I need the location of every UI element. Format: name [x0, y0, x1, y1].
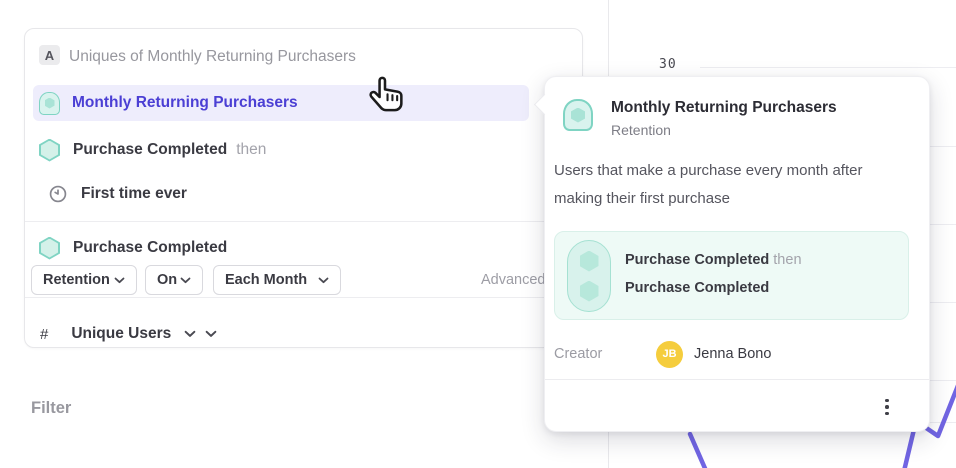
count-symbol: # — [40, 325, 49, 343]
hand-cursor-icon — [366, 74, 408, 121]
saved-behavior-icon — [563, 99, 593, 131]
chevron-down-icon — [114, 277, 125, 284]
first-time-row[interactable]: First time ever — [49, 179, 187, 209]
event-label: Purchase Completed — [73, 141, 228, 158]
event-hexagon-icon — [39, 138, 60, 162]
filter-section-title: Filter — [31, 399, 72, 417]
hexagon-glyph — [579, 280, 599, 302]
behavior-description: Users that make a purchase every month a… — [554, 162, 863, 207]
clock-icon — [49, 185, 67, 203]
y-axis-tick-label: 30 — [659, 57, 677, 72]
selected-behavior-row[interactable]: Monthly Returning Purchasers — [33, 85, 529, 121]
popover-header: Monthly Returning Purchasers Retention — [563, 99, 837, 138]
series-badge[interactable]: A — [39, 45, 60, 65]
definition-connector-label: then — [773, 252, 802, 268]
creator-avatar: JB — [656, 340, 683, 368]
section-divider — [25, 221, 582, 222]
definition-event-label: Purchase Completed — [625, 280, 770, 296]
popover-title: Monthly Returning Purchasers — [611, 99, 837, 116]
interval-dropdown[interactable]: Each Month — [213, 265, 341, 295]
behavior-sequence-icon — [567, 240, 611, 312]
creator-name: Jenna Bono — [694, 346, 772, 362]
popover-type-label: Retention — [611, 122, 671, 138]
measurement-dropdown[interactable]: # Unique Users — [40, 319, 217, 349]
hexagon-glyph — [571, 107, 585, 123]
hexagon-glyph — [44, 97, 55, 109]
chevron-down-icon[interactable] — [184, 330, 196, 338]
query-title: Uniques of Monthly Returning Purchasers — [69, 48, 356, 65]
chevron-down-icon — [318, 277, 329, 284]
event-hexagon-icon — [39, 236, 60, 260]
first-time-label: First time ever — [81, 185, 187, 202]
behavior-name-label: Monthly Returning Purchasers — [72, 94, 298, 111]
on-dropdown[interactable]: On — [145, 265, 203, 295]
chevron-down-icon[interactable] — [205, 330, 217, 338]
event-label: Purchase Completed — [73, 239, 228, 256]
on-value: On — [157, 272, 178, 288]
section-divider — [25, 297, 582, 298]
definition-event-label: Purchase Completed — [625, 252, 770, 268]
chart-gridline — [700, 67, 956, 68]
interval-value: Each Month — [225, 272, 308, 288]
query-builder-card: A Uniques of Monthly Returning Purchaser… — [24, 28, 583, 348]
behavior-detail-popover: Monthly Returning Purchasers Retention U… — [533, 76, 930, 433]
hexagon-glyph — [579, 250, 599, 272]
advanced-link[interactable]: Advanced — [481, 272, 546, 288]
analysis-type-value: Retention — [43, 272, 110, 288]
connector-label: then — [236, 141, 267, 158]
measurement-label: Unique Users — [71, 325, 172, 342]
line-series-segment — [687, 431, 708, 468]
creator-label: Creator — [554, 346, 603, 362]
chevron-down-icon — [180, 277, 191, 284]
behavior-step-row[interactable]: Purchase Completed then — [39, 135, 266, 165]
saved-behavior-icon — [39, 91, 60, 115]
popover-footer — [545, 379, 929, 433]
more-options-icon[interactable] — [883, 397, 891, 417]
event-row[interactable]: Purchase Completed — [39, 233, 227, 263]
analysis-type-dropdown[interactable]: Retention — [31, 265, 137, 295]
creator-row: Creator JB Jenna Bono — [554, 340, 771, 368]
behavior-definition-box: Purchase Completed then Purchase Complet… — [554, 231, 909, 320]
